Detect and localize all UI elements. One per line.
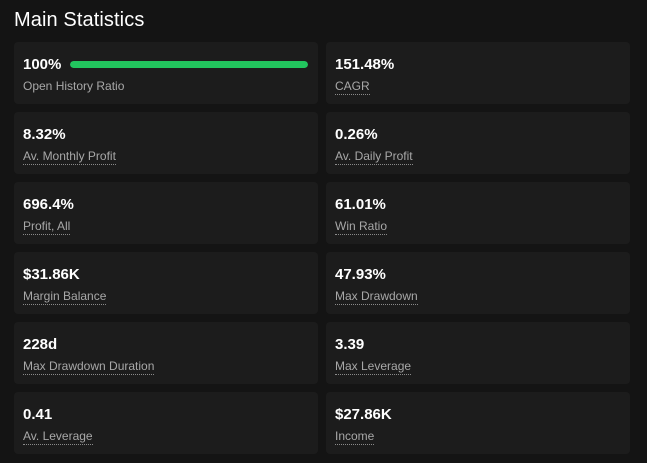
stat-card-av-leverage: 0.41 Av. Leverage [14,392,318,454]
progress-fill [70,61,308,68]
stat-card-open-history-ratio: 100% Open History Ratio [14,42,318,104]
stat-card-max-drawdown-duration: 228d Max Drawdown Duration [14,322,318,384]
stat-value: $27.86K [335,406,392,423]
stat-label-tooltip[interactable]: Profit, All [23,219,71,235]
stat-value: 696.4% [23,196,74,213]
stat-card-av-daily-profit: 0.26% Av. Daily Profit [326,112,630,174]
stat-label-tooltip[interactable]: Max Drawdown [335,289,418,305]
stat-value: 100% [23,56,62,73]
stat-card-max-drawdown: 47.93% Max Drawdown [326,252,630,314]
stat-card-income: $27.86K Income [326,392,630,454]
stat-card-profit-all: 696.4% Profit, All [14,182,318,244]
stat-value: 151.48% [335,56,395,73]
stat-value: 228d [23,336,58,353]
stat-label-tooltip[interactable]: Max Leverage [335,359,412,375]
stat-value: 61.01% [335,196,386,213]
stat-label-tooltip[interactable]: Margin Balance [23,289,107,305]
stat-label-tooltip[interactable]: CAGR [335,79,370,95]
stat-label-tooltip[interactable]: Av. Monthly Profit [23,149,116,165]
stat-value: 3.39 [335,336,365,353]
stat-value: 0.26% [335,126,378,143]
stat-label-tooltip[interactable]: Av. Daily Profit [335,149,413,165]
stat-card-margin-balance: $31.86K Margin Balance [14,252,318,314]
statistics-grid: 100% Open History Ratio 151.48% CAGR 8.3… [14,42,630,454]
stat-label: Open History Ratio [23,79,125,93]
stat-card-max-leverage: 3.39 Max Leverage [326,322,630,384]
stat-value: 47.93% [335,266,386,283]
open-history-progress-bar [70,61,308,68]
stat-card-win-ratio: 61.01% Win Ratio [326,182,630,244]
stat-card-cagr: 151.48% CAGR [326,42,630,104]
stat-card-av-monthly-profit: 8.32% Av. Monthly Profit [14,112,318,174]
stat-label-tooltip[interactable]: Win Ratio [335,219,388,235]
stat-label-tooltip[interactable]: Income [335,429,375,445]
stat-value: 8.32% [23,126,66,143]
stat-label-tooltip[interactable]: Max Drawdown Duration [23,359,155,375]
stat-value: $31.86K [23,266,80,283]
page-title: Main Statistics [14,9,145,31]
stat-value: 0.41 [23,406,53,423]
stat-label-tooltip[interactable]: Av. Leverage [23,429,93,445]
